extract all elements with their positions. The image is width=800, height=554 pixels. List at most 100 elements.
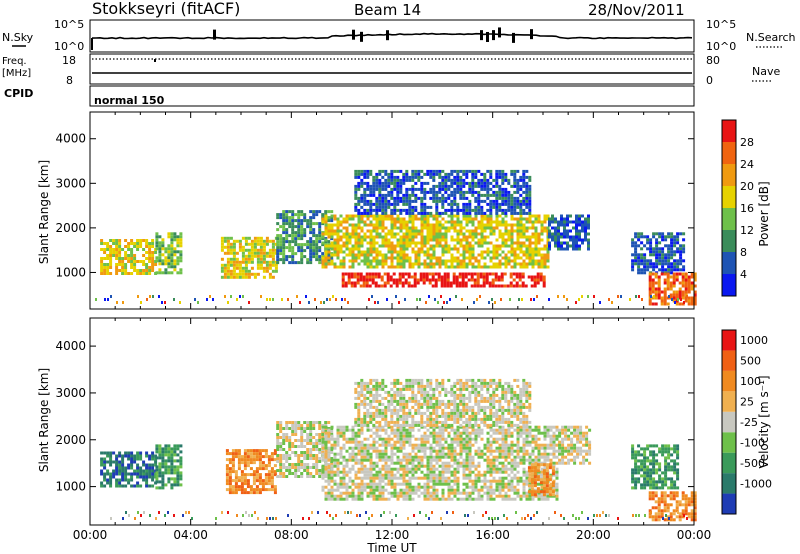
data-cell	[543, 220, 547, 224]
data-cell	[357, 253, 361, 257]
data-cell	[408, 199, 412, 203]
colorbar-tick-label: 20	[740, 180, 754, 193]
data-cell	[127, 257, 131, 260]
data-cell	[312, 222, 316, 226]
data-cell	[431, 278, 435, 282]
data-cell	[411, 223, 415, 227]
data-cell	[510, 265, 514, 269]
data-cell	[441, 169, 445, 173]
data-cell	[489, 214, 493, 218]
data-cell	[372, 181, 376, 185]
data-cell	[408, 229, 412, 233]
data-cell	[106, 263, 110, 266]
data-cell	[684, 299, 688, 303]
data-cell	[342, 241, 346, 245]
data-cell	[393, 250, 397, 254]
data-cell	[423, 250, 427, 254]
data-cell	[306, 439, 310, 442]
data-cell	[288, 457, 292, 460]
data-cell	[498, 193, 502, 197]
data-cell	[462, 226, 466, 230]
data-cell	[462, 247, 466, 251]
clutter-cell	[341, 298, 343, 301]
data-cell	[402, 238, 406, 242]
data-cell	[537, 232, 541, 236]
data-cell	[429, 223, 433, 227]
data-cell	[456, 211, 460, 215]
data-cell	[456, 217, 460, 221]
data-cell	[261, 464, 265, 468]
data-cell	[357, 202, 361, 206]
data-cell	[679, 247, 683, 251]
data-cell	[453, 202, 457, 206]
data-cell	[435, 452, 439, 456]
data-cell	[387, 476, 391, 480]
data-cell	[350, 272, 354, 276]
data-cell	[300, 234, 304, 238]
data-cell	[459, 434, 463, 438]
data-cell	[462, 461, 466, 465]
data-cell	[258, 449, 262, 453]
data-cell	[528, 175, 532, 179]
data-cell	[348, 446, 352, 450]
data-cell	[423, 220, 427, 224]
data-cell	[417, 464, 421, 468]
data-cell	[528, 196, 532, 200]
data-cell	[477, 262, 481, 266]
data-cell	[434, 281, 438, 285]
data-cell	[398, 281, 402, 285]
data-cell	[432, 262, 436, 266]
data-cell	[372, 491, 376, 495]
data-cell	[396, 214, 400, 218]
data-cell	[276, 249, 280, 253]
data-cell	[124, 272, 128, 275]
data-cell	[321, 252, 325, 256]
data-cell	[444, 446, 448, 450]
data-cell	[456, 214, 460, 218]
data-cell	[327, 262, 331, 266]
data-cell	[342, 232, 346, 236]
data-cell	[234, 482, 238, 486]
data-cell	[244, 242, 248, 246]
data-cell	[498, 202, 502, 206]
data-cell	[381, 217, 385, 221]
data-cell	[148, 454, 152, 458]
data-cell	[438, 181, 442, 185]
data-cell	[521, 272, 525, 276]
data-cell	[115, 463, 119, 467]
data-cell	[534, 253, 538, 257]
data-cell	[495, 172, 499, 176]
data-cell	[690, 272, 694, 276]
data-cell	[372, 244, 376, 248]
data-cell	[369, 235, 373, 239]
data-cell	[294, 237, 298, 241]
data-cell	[405, 202, 409, 206]
data-cell	[426, 434, 430, 438]
data-cell	[666, 275, 670, 279]
data-cell	[300, 436, 304, 439]
data-cell	[127, 248, 131, 251]
data-cell	[447, 265, 451, 269]
data-cell	[563, 217, 566, 221]
data-cell	[519, 256, 523, 260]
data-cell	[252, 473, 256, 477]
data-cell	[136, 469, 140, 473]
data-cell	[495, 467, 499, 471]
data-cell	[303, 421, 307, 424]
data-cell	[587, 220, 590, 224]
data-cell	[447, 488, 451, 492]
data-cell	[351, 214, 355, 218]
data-cell	[489, 440, 493, 444]
data-cell	[516, 232, 520, 236]
data-cell	[255, 452, 259, 456]
data-cell	[238, 248, 242, 252]
data-cell	[390, 208, 394, 212]
data-cell	[489, 241, 493, 245]
data-cell	[327, 250, 331, 254]
data-cell	[432, 229, 436, 233]
data-cell	[569, 229, 572, 233]
data-cell	[324, 452, 328, 456]
data-cell	[438, 497, 442, 501]
nsky-tick-top: 10^5	[54, 18, 84, 31]
data-cell	[693, 290, 697, 294]
